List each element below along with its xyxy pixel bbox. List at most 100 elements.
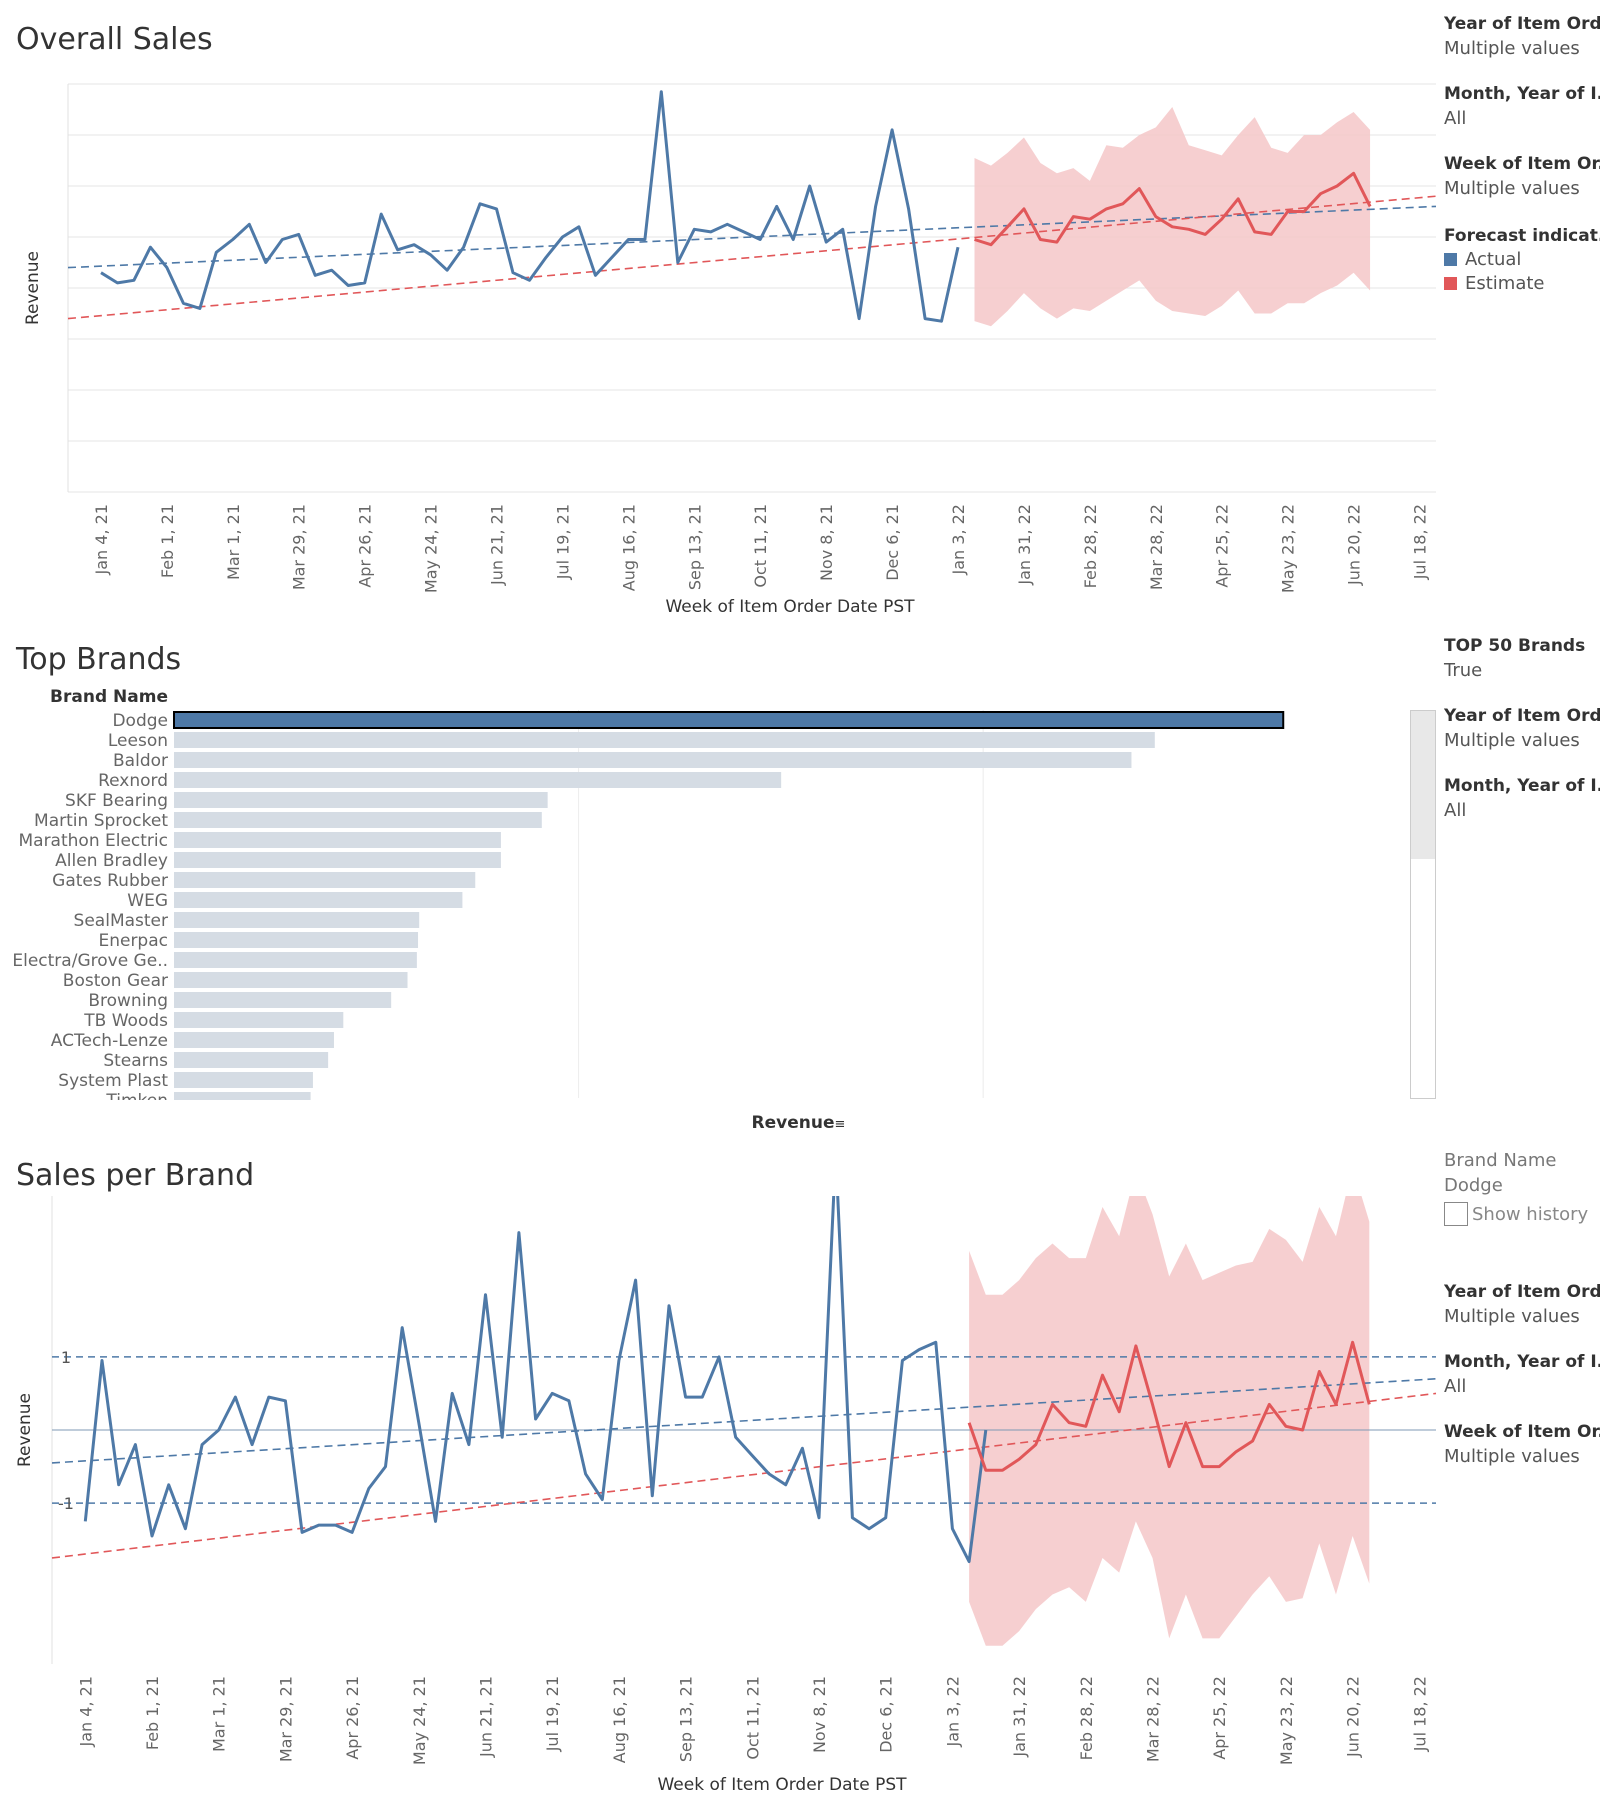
sales-x-axis-label: Week of Item Order Date PST (657, 1775, 907, 1795)
overall-x-tick-label: Feb 28, 22 (1081, 504, 1100, 588)
overall-x-tick-label: Mar 29, 21 (290, 504, 309, 590)
sales-series-estimate (967, 1340, 1371, 1472)
filter-year-brands-value[interactable]: Multiple values (1444, 730, 1580, 751)
overall-x-axis-label: Week of Item Order Date PST (665, 597, 915, 617)
brand-label: SealMaster (74, 911, 168, 931)
brand-parameter-value: Dodge (1444, 1175, 1503, 1196)
filter-top50-value[interactable]: True (1444, 660, 1483, 681)
filter-week-value[interactable]: Multiple values (1444, 178, 1580, 199)
brand-label: Dodge (112, 711, 168, 731)
overall-x-tick-label: Jul 19, 21 (553, 504, 572, 580)
brand-bar (174, 732, 1155, 748)
overall-sales-chart[interactable]: Jan 4, 21 Feb 1, 21 Mar 1, 21 Mar 29, 21 Apr… (0, 70, 1440, 690)
brands-row-header: Brand Name (50, 687, 168, 707)
filter-month-year-sales-value[interactable]: All (1444, 1376, 1467, 1397)
forecast-legend[interactable]: Forecast indicat.. Actual Estimate (1444, 226, 1600, 294)
brand-parameter: Brand Name Dodge Show history (1444, 1150, 1600, 1226)
filter-week-sales-title: Week of Item Or.. (1444, 1422, 1600, 1442)
sales-x-tick-label: Mar 29, 21 (276, 1676, 295, 1762)
brand-bar (174, 932, 419, 948)
brand-label: Enerpac (98, 931, 168, 951)
brand-bar (174, 752, 1132, 768)
brand-label: Browning (88, 991, 168, 1011)
filter-year-sales-title: Year of Item Ord.. (1444, 1282, 1600, 1302)
sales-x-tick-label: Jul 18, 22 (1410, 1676, 1429, 1752)
filter-year-sales[interactable]: Year of Item Ord.. Multiple values (1444, 1282, 1600, 1327)
brand-bar (174, 1012, 344, 1028)
sales-x-tick-label: Nov 8, 21 (810, 1676, 829, 1753)
sales-trend-line (51, 1378, 1437, 1464)
filter-year-value[interactable]: Multiple values (1444, 38, 1580, 59)
overall-x-tick-label: Feb 1, 21 (158, 504, 177, 578)
top-brands-filters: TOP 50 Brands True Year of Item Ord.. Mu… (1444, 636, 1600, 846)
sales-x-tick-label: Jan 31, 22 (1010, 1676, 1029, 1758)
overall-x-tick-label: Nov 8, 21 (817, 504, 836, 581)
sales-trend-line (51, 1392, 1437, 1559)
overall-x-tick-label: Mar 28, 22 (1147, 504, 1166, 590)
filter-week-sales-value[interactable]: Multiple values (1444, 1446, 1580, 1467)
filter-month-year-brands[interactable]: Month, Year of I.. All (1444, 776, 1600, 821)
filter-month-year-sales-title: Month, Year of I.. (1444, 1352, 1600, 1372)
brand-label: Baldor (113, 751, 168, 771)
overall-sales-filters: Year of Item Ord.. Multiple values Month… (1444, 14, 1600, 344)
brand-label: SKF Bearing (65, 791, 168, 811)
show-history-toggle[interactable]: Show history (1444, 1202, 1600, 1226)
brand-label: System Plast (58, 1071, 168, 1091)
brand-bar (174, 992, 392, 1008)
filter-month-year-title: Month, Year of I.. (1444, 84, 1600, 104)
sales-x-tick-label: Aug 16, 21 (610, 1676, 629, 1763)
sales-x-tick-label: May 24, 21 (410, 1676, 429, 1765)
sales-x-tick-label: Dec 6, 21 (877, 1676, 896, 1753)
legend-item-actual[interactable]: Actual (1444, 249, 1600, 270)
overall-x-tick-label: Jan 4, 21 (92, 504, 111, 575)
overall-x-tick-label: Apr 25, 22 (1213, 504, 1232, 588)
brand-bar (174, 972, 408, 988)
brand-bar (174, 1032, 334, 1048)
overall-x-tick-label: May 23, 22 (1279, 504, 1298, 593)
filter-week-sales[interactable]: Week of Item Or.. Multiple values (1444, 1422, 1600, 1467)
brand-bar (174, 872, 476, 888)
filter-top50[interactable]: TOP 50 Brands True (1444, 636, 1600, 681)
sales-x-tick-label: Jan 4, 21 (76, 1676, 95, 1747)
sales-x-tick-label: Jul 19, 21 (543, 1676, 562, 1752)
legend-item-estimate[interactable]: Estimate (1444, 273, 1600, 294)
filter-year[interactable]: Year of Item Ord.. Multiple values (1444, 14, 1600, 59)
sales-per-brand-chart[interactable]: 1 -1 Jan 4, 21 Feb 1, 21 Mar 1, 21 Mar 29, 21… (0, 1196, 1440, 1796)
brand-label: Marathon Electric (18, 831, 168, 851)
top-brands-scrollbar[interactable] (1410, 710, 1436, 1099)
filter-top50-title: TOP 50 Brands (1444, 636, 1586, 656)
forecast-legend-title: Forecast indicat.. (1444, 226, 1600, 246)
filter-week[interactable]: Week of Item Or.. Multiple values (1444, 154, 1600, 199)
overall-series-actual (100, 90, 960, 323)
brand-label: Martin Sprocket (34, 811, 168, 831)
brand-bar (174, 892, 463, 908)
filter-year-brands-title: Year of Item Ord.. (1444, 706, 1600, 726)
brand-bar (174, 772, 782, 788)
show-history-checkbox[interactable] (1444, 1202, 1468, 1226)
brand-label: ACTech-Lenze (51, 1031, 168, 1051)
sales-series-actual (83, 1196, 988, 1564)
overall-y-axis-label: Revenue (23, 251, 43, 325)
filter-month-year-brands-value[interactable]: All (1444, 800, 1467, 821)
filter-year-sales-value[interactable]: Multiple values (1444, 1306, 1580, 1327)
filter-month-year[interactable]: Month, Year of I.. All (1444, 84, 1600, 129)
sales-prediction-band (969, 1196, 1370, 1646)
filter-month-year-value[interactable]: All (1444, 108, 1467, 129)
sales-x-tick-label: Sep 13, 21 (677, 1676, 696, 1762)
filter-year-brands[interactable]: Year of Item Ord.. Multiple values (1444, 706, 1600, 751)
sales-x-tick-label: Feb 1, 21 (143, 1676, 162, 1750)
legend-swatch-actual (1444, 253, 1457, 266)
brand-label: WEG (127, 891, 168, 911)
overall-x-tick-label: Jan 31, 22 (1015, 504, 1034, 586)
filter-month-year-sales[interactable]: Month, Year of I.. All (1444, 1352, 1600, 1397)
sales-x-tick-label: Apr 25, 22 (1210, 1676, 1229, 1760)
brand-label: Leeson (108, 731, 168, 751)
overall-x-tick-label: Jul 18, 22 (1411, 504, 1430, 580)
overall-x-tick-label: Dec 6, 21 (883, 504, 902, 581)
sales-x-tick-label: Jun 21, 21 (477, 1676, 496, 1758)
sales-x-tick-label: Feb 28, 22 (1077, 1676, 1096, 1760)
sales-reference-label: -1 (58, 1494, 74, 1513)
overall-x-tick-label: Mar 1, 21 (224, 504, 243, 580)
scrollbar-thumb[interactable] (1411, 711, 1435, 859)
